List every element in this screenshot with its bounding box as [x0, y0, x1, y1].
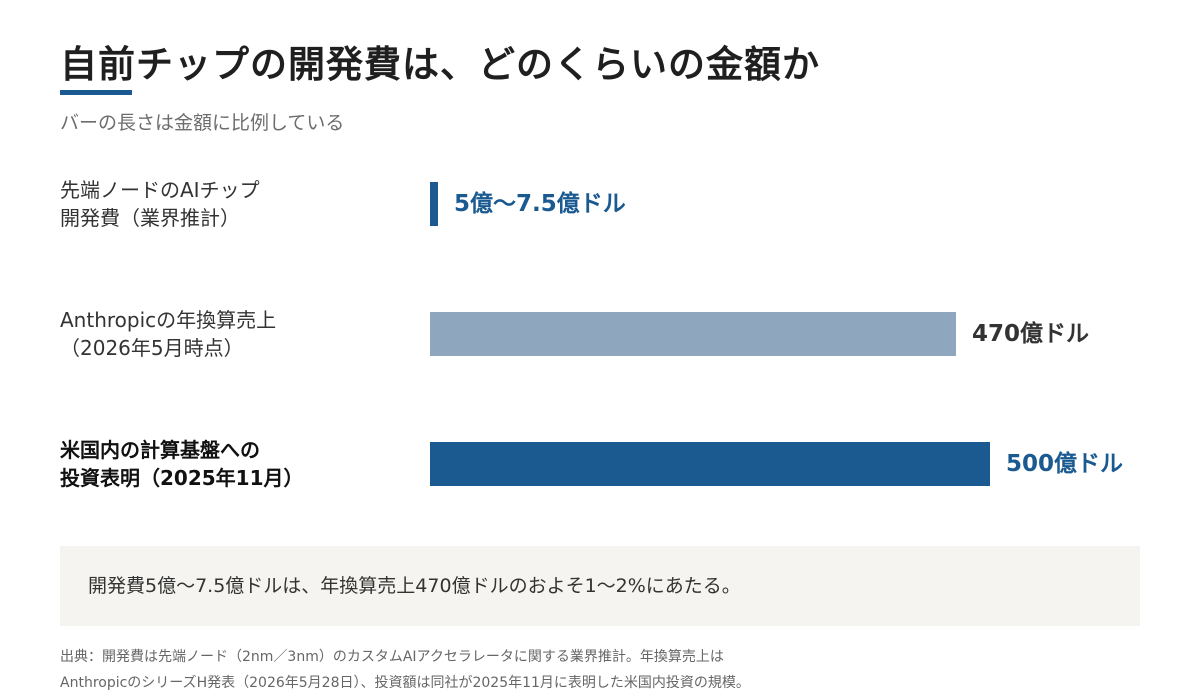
- bar-value-label: 500億ドル: [1006, 451, 1124, 477]
- bar: [430, 442, 990, 486]
- note-text: 開発費5億〜7.5億ドルは、年換算売上470億ドルのおよそ1〜2%にあたる。: [88, 575, 741, 597]
- chart-title: 自前チップの開発費は、どのくらいの金額か: [60, 43, 820, 86]
- bar: [430, 182, 438, 226]
- category-label: 米国内の計算基盤への 投資表明（2025年11月）: [60, 438, 304, 490]
- category-label: Anthropicの年換算売上 （2026年5月時点）: [60, 308, 277, 360]
- bar-value-label: 470億ドル: [972, 321, 1090, 347]
- note-box: 開発費5億〜7.5億ドルは、年換算売上470億ドルのおよそ1〜2%にあたる。: [60, 546, 1140, 626]
- chart-subtitle: バーの長さは金額に比例している: [60, 112, 345, 134]
- source-note: 出典：開発費は先端ノード（2nm／3nm）のカスタムAIアクセラレータに関する業…: [60, 649, 750, 691]
- bar-value-label: 5億〜7.5億ドル: [454, 191, 626, 217]
- bar: [430, 312, 956, 356]
- title-underline: [60, 90, 132, 95]
- category-label: 先端ノードのAIチップ 開発費（業界推計）: [60, 178, 260, 230]
